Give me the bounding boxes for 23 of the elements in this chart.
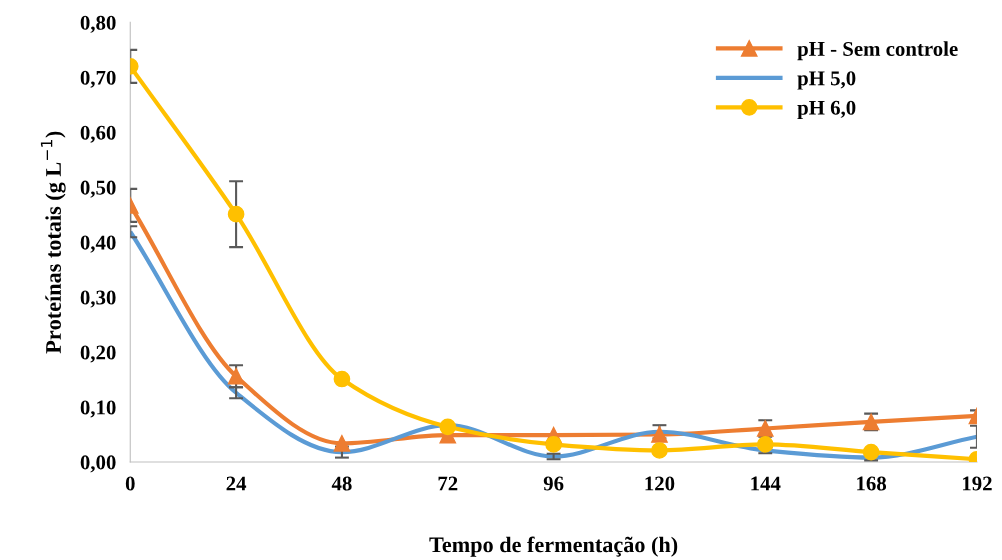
y-tick-label: 0,30 — [80, 290, 116, 308]
y-tick-label: 0,60 — [80, 125, 116, 143]
x-tick-label: 96 — [543, 476, 564, 491]
legend-label: pH 6,0 — [797, 100, 856, 120]
y-tick-label: 0,50 — [80, 180, 116, 198]
y-tick-label: 0,80 — [80, 15, 116, 33]
y-tick-label: 0,10 — [80, 400, 116, 418]
y-tick-label: 0,00 — [80, 455, 116, 473]
x-axis-title: Tempo de fermentação (h) — [429, 536, 678, 557]
x-tick-label: 48 — [331, 476, 352, 491]
y-tick-label: 0,40 — [80, 235, 116, 253]
x-tick-label: 72 — [438, 476, 458, 491]
x-tick-label: 24 — [226, 476, 247, 491]
y-tick-label: 0,70 — [80, 70, 116, 88]
x-tick-label: 0 — [125, 476, 135, 491]
x-tick-label: 168 — [857, 476, 887, 491]
x-tick-label: 120 — [645, 476, 675, 491]
legend-label: pH - Sem controle — [797, 41, 958, 61]
y-axis-title: Proteínas totais (g L$^{−1}$) — [40, 131, 66, 354]
x-tick-label: 144 — [751, 476, 781, 491]
legend-label: pH 5,0 — [797, 71, 856, 90]
x-tick-label: 192 — [962, 476, 992, 491]
y-tick-label: 0,20 — [80, 345, 116, 363]
